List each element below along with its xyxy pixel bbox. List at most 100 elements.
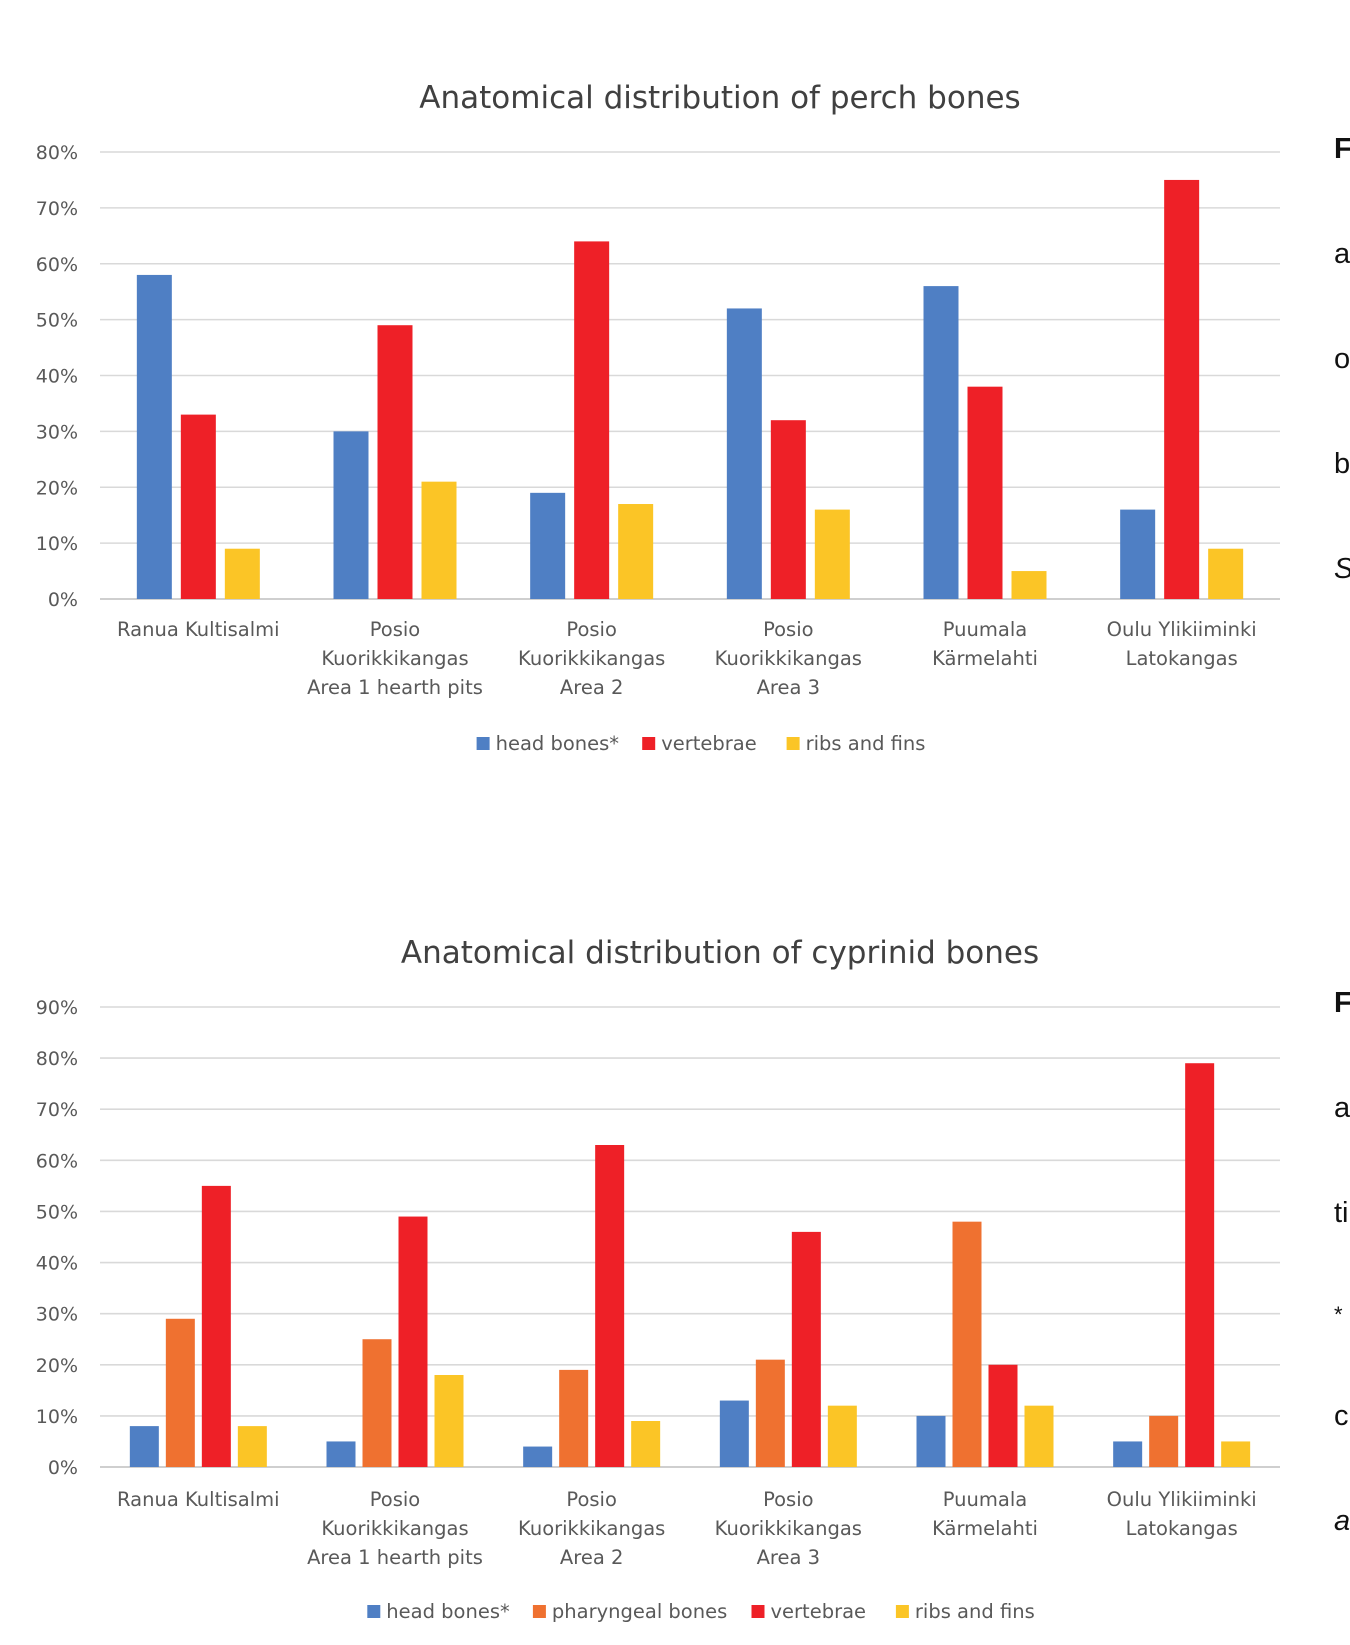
bar-vertebrae bbox=[988, 1364, 1018, 1467]
chart-title: Anatomical distribution of cyprinid bone… bbox=[401, 935, 1039, 971]
x-category-label: Oulu Ylikiiminki bbox=[1107, 618, 1257, 641]
y-tick-label: 0% bbox=[48, 589, 78, 611]
figure-caption-1: F a o b S bbox=[1334, 62, 1350, 622]
x-category-label: Kuorikkikangas bbox=[715, 1517, 862, 1540]
x-category-label: Puumala bbox=[943, 1488, 1027, 1511]
y-tick-label: 80% bbox=[36, 1048, 78, 1070]
bar-pharyngeal-bones bbox=[755, 1359, 785, 1467]
y-tick-label: 20% bbox=[36, 1355, 78, 1377]
bar-ribs-and-fins bbox=[224, 548, 260, 599]
bar-head-bones bbox=[923, 286, 959, 599]
legend-swatch bbox=[895, 1605, 909, 1618]
x-category-label: Area 3 bbox=[757, 676, 820, 699]
caption-line: c bbox=[1334, 1400, 1349, 1432]
bar-head-bones bbox=[1120, 509, 1156, 599]
x-category-label: Latokangas bbox=[1126, 647, 1238, 670]
x-category-label: Kärmelahti bbox=[932, 647, 1038, 670]
legend-label: vertebrae bbox=[771, 1600, 867, 1623]
bar-head-bones bbox=[726, 308, 762, 599]
y-tick-label: 0% bbox=[48, 1457, 78, 1479]
legend-swatch bbox=[642, 737, 656, 750]
bar-ribs-and-fins bbox=[237, 1426, 267, 1467]
bar-vertebrae bbox=[398, 1216, 428, 1467]
legend-swatch bbox=[476, 737, 490, 750]
x-category-label: Area 2 bbox=[560, 676, 623, 699]
legend-swatch bbox=[367, 1605, 381, 1618]
legend-swatch bbox=[751, 1605, 765, 1618]
bar-vertebrae bbox=[180, 414, 216, 599]
caption-line: a bbox=[1334, 238, 1350, 270]
x-category-label: Posio bbox=[566, 618, 617, 641]
x-category-label: Ranua Kultisalmi bbox=[117, 1488, 280, 1511]
y-tick-label: 60% bbox=[36, 254, 78, 276]
x-category-label: Kuorikkikangas bbox=[518, 1517, 665, 1540]
legend-swatch bbox=[786, 737, 800, 750]
bar-ribs-and-fins bbox=[1011, 571, 1047, 599]
bar-pharyngeal-bones bbox=[165, 1318, 195, 1467]
caption-line: F bbox=[1334, 133, 1350, 165]
y-tick-label: 40% bbox=[36, 1253, 78, 1275]
bar-ribs-and-fins bbox=[421, 481, 457, 599]
bar-head-bones bbox=[136, 274, 172, 599]
figure-caption-2: F a ti * c a bbox=[1334, 916, 1350, 1574]
legend-label: pharyngeal bones bbox=[552, 1600, 727, 1623]
x-category-label: Area 3 bbox=[757, 1546, 820, 1569]
caption-line: a bbox=[1334, 1092, 1350, 1124]
x-category-label: Area 2 bbox=[560, 1546, 623, 1569]
bar-head-bones bbox=[1113, 1441, 1143, 1467]
bar-head-bones bbox=[129, 1426, 159, 1467]
x-category-label: Latokangas bbox=[1126, 1517, 1238, 1540]
x-category-label: Ranua Kultisalmi bbox=[117, 618, 280, 641]
legend-label: ribs and fins bbox=[806, 732, 926, 755]
bar-pharyngeal-bones bbox=[362, 1339, 392, 1467]
x-category-label: Area 1 hearth pits bbox=[307, 1546, 483, 1569]
bar-vertebrae bbox=[201, 1185, 231, 1467]
bar-vertebrae bbox=[377, 325, 413, 599]
caption-line: F bbox=[1334, 987, 1350, 1019]
bar-vertebrae bbox=[770, 420, 806, 599]
x-category-label: Posio bbox=[370, 1488, 421, 1511]
x-category-label: Posio bbox=[763, 1488, 814, 1511]
x-category-label: Kuorikkikangas bbox=[715, 647, 862, 670]
bar-ribs-and-fins bbox=[1024, 1405, 1054, 1467]
y-tick-label: 90% bbox=[36, 997, 78, 1019]
x-category-label: Posio bbox=[566, 1488, 617, 1511]
x-category-label: Puumala bbox=[943, 618, 1027, 641]
bar-ribs-and-fins bbox=[1208, 548, 1244, 599]
bar-vertebrae bbox=[1185, 1063, 1215, 1467]
bar-head-bones bbox=[530, 492, 566, 599]
legend-label: ribs and fins bbox=[915, 1600, 1035, 1623]
legend-label: vertebrae bbox=[661, 732, 757, 755]
caption-line: b bbox=[1334, 448, 1350, 480]
bar-vertebrae bbox=[574, 241, 610, 599]
x-category-label: Kuorikkikangas bbox=[518, 647, 665, 670]
x-category-label: Posio bbox=[370, 618, 421, 641]
caption-line: * bbox=[1334, 1302, 1343, 1327]
bar-ribs-and-fins bbox=[814, 509, 850, 599]
x-category-label: Kuorikkikangas bbox=[321, 1517, 468, 1540]
y-tick-label: 50% bbox=[36, 1201, 78, 1223]
caption-line: S bbox=[1334, 552, 1350, 587]
bar-ribs-and-fins bbox=[434, 1375, 464, 1467]
bar-ribs-and-fins bbox=[827, 1405, 857, 1467]
bar-pharyngeal-bones bbox=[559, 1369, 589, 1467]
bar-head-bones bbox=[916, 1415, 946, 1467]
bar-vertebrae bbox=[967, 386, 1003, 599]
x-category-label: Kuorikkikangas bbox=[321, 647, 468, 670]
y-tick-label: 10% bbox=[36, 533, 78, 555]
bar-head-bones bbox=[719, 1400, 749, 1467]
legend-label: head bones* bbox=[386, 1600, 510, 1623]
x-category-label: Oulu Ylikiiminki bbox=[1107, 1488, 1257, 1511]
legend-label: head bones* bbox=[496, 732, 620, 755]
y-tick-label: 70% bbox=[36, 1099, 78, 1121]
y-tick-label: 30% bbox=[36, 421, 78, 443]
bar-pharyngeal-bones bbox=[952, 1221, 982, 1467]
legend-swatch bbox=[532, 1605, 546, 1618]
bar-vertebrae bbox=[595, 1145, 625, 1467]
bar-ribs-and-fins bbox=[618, 504, 654, 599]
y-tick-label: 10% bbox=[36, 1406, 78, 1428]
y-tick-label: 80% bbox=[36, 142, 78, 164]
caption-line: a bbox=[1334, 1505, 1350, 1537]
y-tick-label: 60% bbox=[36, 1150, 78, 1172]
bar-vertebrae bbox=[791, 1231, 821, 1467]
